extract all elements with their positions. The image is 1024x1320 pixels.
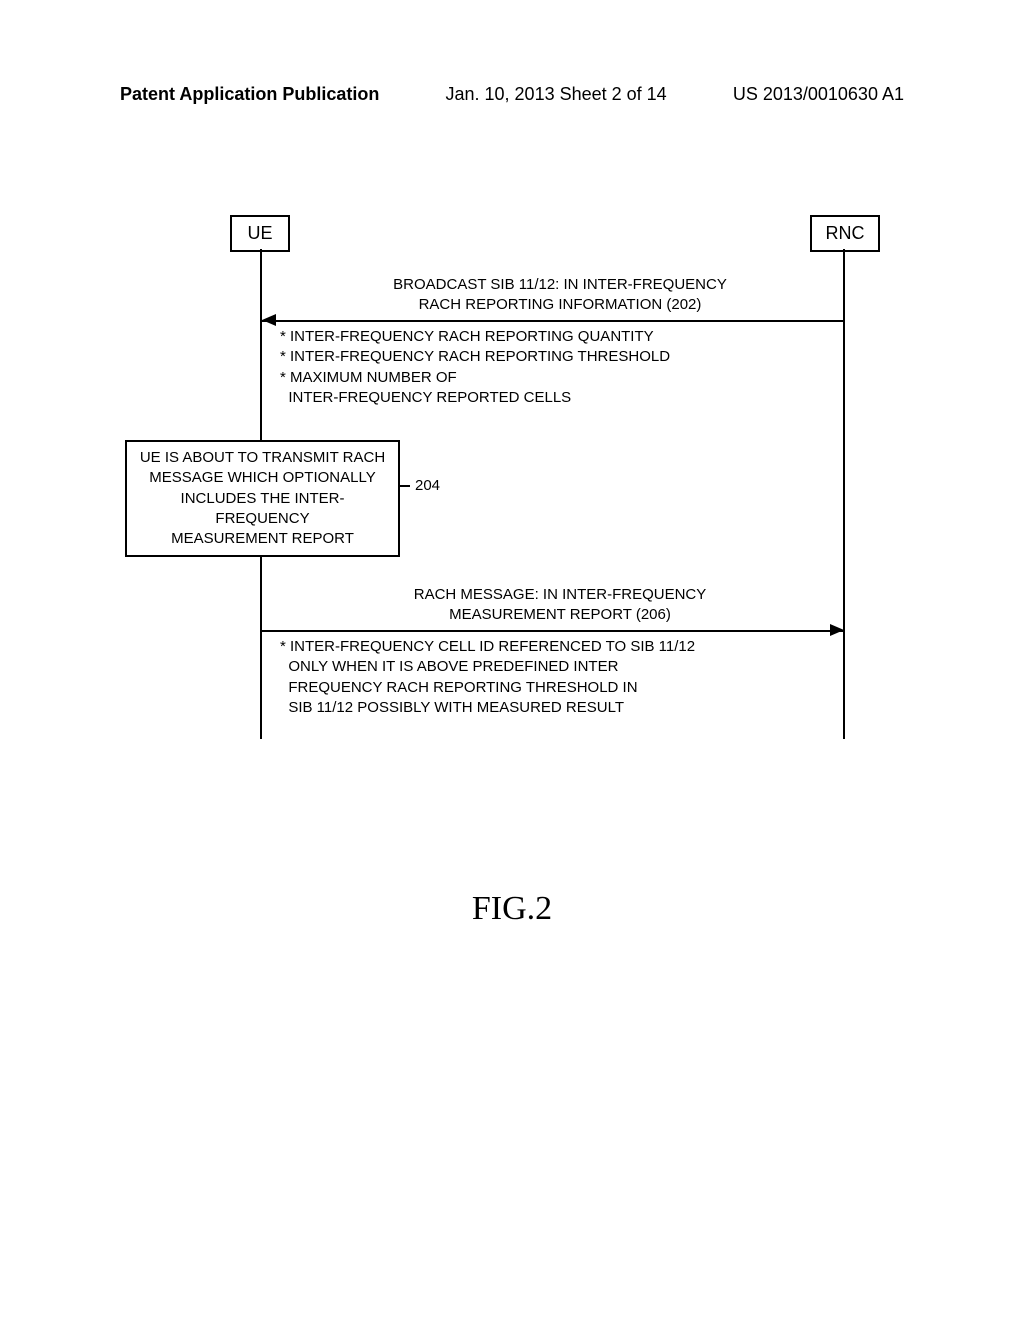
msg1-title: BROADCAST SIB 11/12: IN INTER-FREQUENCY … (330, 275, 790, 316)
msg2-title: RACH MESSAGE: IN INTER-FREQUENCY MEASURE… (330, 585, 790, 626)
msg2-title-l1: RACH MESSAGE: IN INTER-FREQUENCY (330, 585, 790, 605)
actor-rnc-box: RNC (810, 215, 880, 252)
actor-rnc-label: RNC (826, 223, 865, 243)
msg2-arrow (262, 630, 843, 632)
process-l3: INCLUDES THE INTER-FREQUENCY (135, 489, 390, 530)
msg2-d2: ONLY WHEN IT IS ABOVE PREDEFINED INTER (280, 657, 695, 677)
header-right: US 2013/0010630 A1 (733, 84, 904, 105)
header-left: Patent Application Publication (120, 84, 379, 105)
msg1-d4: INTER-FREQUENCY REPORTED CELLS (280, 388, 670, 408)
header-center: Jan. 10, 2013 Sheet 2 of 14 (446, 84, 667, 105)
process-l1: UE IS ABOUT TO TRANSMIT RACH (135, 448, 390, 468)
sequence-diagram: UE RNC BROADCAST SIB 11/12: IN INTER-FRE… (140, 215, 880, 775)
msg2-arrow-head (830, 624, 844, 636)
msg2-d3: FREQUENCY RACH REPORTING THRESHOLD IN (280, 678, 695, 698)
msg1-arrow-head (262, 314, 276, 326)
process-l4: MEASUREMENT REPORT (135, 529, 390, 549)
msg1-d2: * INTER-FREQUENCY RACH REPORTING THRESHO… (280, 347, 670, 367)
process-ref: 204 (415, 477, 440, 494)
msg1-details: * INTER-FREQUENCY RACH REPORTING QUANTIT… (280, 327, 670, 408)
figure-label: FIG.2 (0, 890, 1024, 928)
msg1-d3: * MAXIMUM NUMBER OF (280, 368, 670, 388)
process-ref-tick (400, 485, 410, 487)
msg2-d1: * INTER-FREQUENCY CELL ID REFERENCED TO … (280, 637, 695, 657)
msg1-title-l2: RACH REPORTING INFORMATION (202) (330, 295, 790, 315)
process-box: UE IS ABOUT TO TRANSMIT RACH MESSAGE WHI… (125, 440, 400, 557)
actor-ue-label: UE (247, 223, 272, 243)
msg2-d4: SIB 11/12 POSSIBLY WITH MEASURED RESULT (280, 698, 695, 718)
msg2-details: * INTER-FREQUENCY CELL ID REFERENCED TO … (280, 637, 695, 718)
lifeline-rnc (843, 249, 845, 739)
msg2-title-l2: MEASUREMENT REPORT (206) (330, 605, 790, 625)
msg1-arrow (262, 320, 843, 322)
actor-ue-box: UE (230, 215, 290, 252)
process-l2: MESSAGE WHICH OPTIONALLY (135, 468, 390, 488)
msg1-d1: * INTER-FREQUENCY RACH REPORTING QUANTIT… (280, 327, 670, 347)
page-header: Patent Application Publication Jan. 10, … (0, 84, 1024, 105)
msg1-title-l1: BROADCAST SIB 11/12: IN INTER-FREQUENCY (330, 275, 790, 295)
